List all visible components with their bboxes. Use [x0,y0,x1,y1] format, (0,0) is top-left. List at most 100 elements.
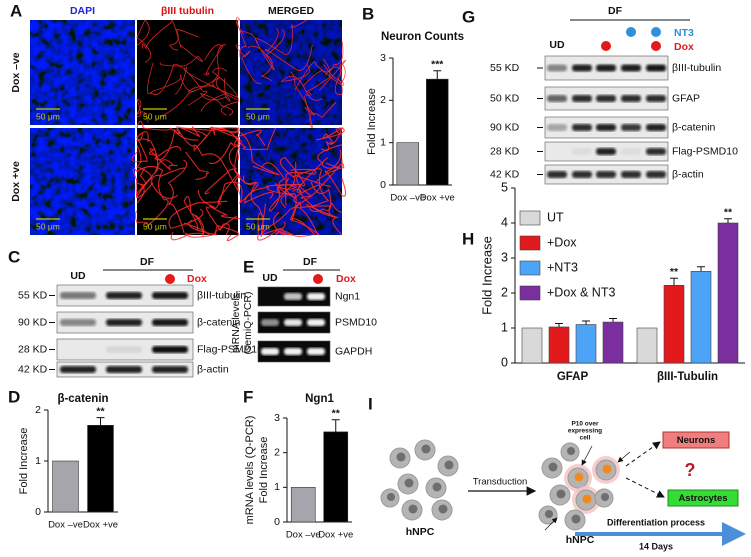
neurite [291,201,331,236]
y-tick-label: 1 [380,136,386,148]
fate-arrow [625,477,665,498]
y-axis-label: Fold Increase [479,236,494,315]
band [106,346,142,353]
neurite [280,192,316,236]
error-bar [582,320,590,325]
neurite [141,19,182,50]
y-tick-label: 1 [274,481,280,493]
column-label: βIII tubulin [161,5,214,17]
neurite [169,28,199,51]
y-tick-label: 1 [35,455,41,467]
process-label: Differentiation process [607,517,705,527]
x-tick-label: Dox –ve [286,530,321,541]
nucleus [408,504,418,514]
neurite [274,221,293,236]
row-label: Dox +ve [10,161,22,202]
band [284,319,302,326]
neurite [298,184,343,236]
y-axis-label: mRNA levels [230,293,242,353]
error-bar [697,266,705,272]
y-axis-label: Fold Increase [18,428,30,495]
band [152,366,188,373]
neurite [280,64,323,101]
target-label: β-catenin [672,121,716,133]
error-bar [609,318,617,323]
band [547,95,567,102]
neurite [211,127,241,138]
x-tick-label: Dox –ve [48,520,83,531]
micrograph [233,127,347,241]
gene-label: Ngn1 [335,290,360,302]
chart-title: Neuron Counts [381,31,464,43]
x-tick-label: Dox +ve [420,193,455,204]
band [60,366,96,373]
treatment-dot [601,41,611,51]
micrograph [131,120,246,242]
band [547,171,567,178]
band [621,171,641,178]
size-label: 55 KD [18,289,48,301]
neurite [149,63,208,106]
target-label: Flag-PSMD10 [197,343,263,355]
nucleus [444,460,454,470]
bar [575,324,597,364]
neurite [136,120,181,135]
treatment-dot [626,27,636,37]
neurite [187,76,238,101]
band [152,346,188,353]
neurite [265,183,297,190]
x-tick-label: Dox +ve [318,530,353,541]
group-label: DF [140,256,155,268]
band [621,148,641,155]
nucleus [421,444,431,454]
band [646,95,666,102]
x-tick-label: Dox –ve [390,193,425,204]
neurite [136,19,152,64]
legend-swatch [519,285,541,301]
nucleus [548,462,558,472]
neurite [235,44,262,85]
question-mark: ? [685,460,696,480]
target-label: βIII-tubulin [197,289,246,301]
significance: *** [431,58,444,70]
y-tick-label: 5 [501,180,508,194]
bar [602,321,624,364]
bar [636,327,658,364]
neurite [324,149,347,197]
neurite [153,128,199,161]
neurite [168,200,228,230]
target-label: β-actin [197,363,229,375]
treatment-label: Dox [187,273,207,285]
neurite [265,28,313,71]
neurite [269,161,297,212]
scale-bar-label: 50 μm [36,111,60,121]
bar [426,78,449,186]
neurite [239,30,275,71]
error-bar [555,322,563,327]
band [646,64,666,72]
band [621,64,641,72]
error-bar [433,70,442,80]
group-label: DF [608,5,623,17]
treatment-label: NT3 [674,27,694,39]
panel-label: B [362,4,374,23]
y-tick-label: 0 [501,355,508,369]
legend-label: UT [547,210,564,224]
bar [548,326,570,364]
neurite [234,127,277,151]
micrograph [235,17,347,129]
neurite [134,198,169,228]
micrograph [136,19,239,125]
band [106,292,142,299]
band [60,319,96,326]
size-label: 28 KD [18,343,48,355]
neurite [183,196,204,236]
target-label: β-catenin [197,316,241,328]
band [596,95,616,102]
band [621,124,641,131]
nucleus [396,452,406,462]
neurite [291,184,321,236]
legend-label: +Dox & NT3 [547,285,615,299]
column-label: MERGED [268,5,315,17]
neurite [272,211,312,237]
